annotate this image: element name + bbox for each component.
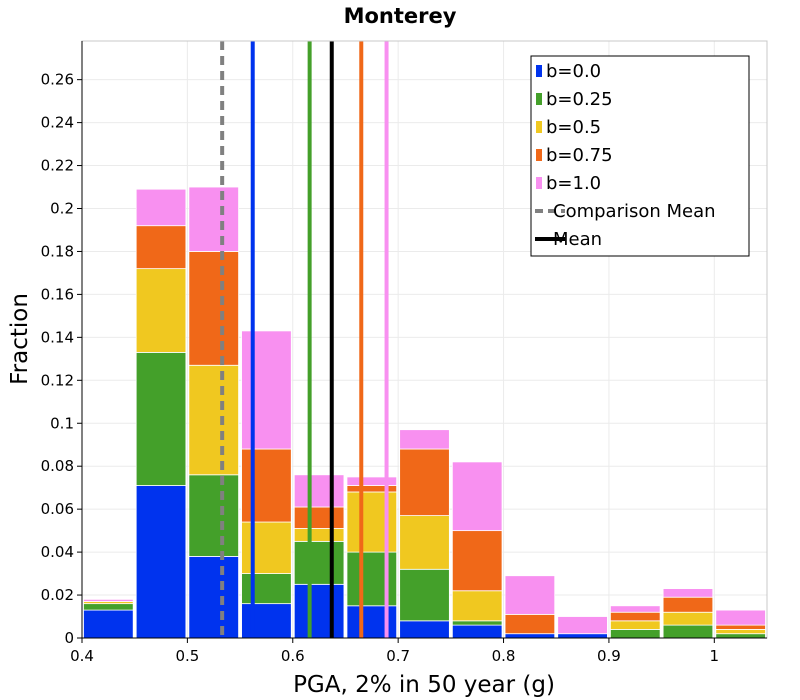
bar-segment [451, 620, 503, 626]
bar-segment [83, 609, 134, 639]
legend: b=0.0 b=0.25 b=0.5 b=0.75 b=1.0 Comparison Me… [530, 55, 750, 257]
bar-segment [241, 603, 292, 639]
bar-segment [135, 268, 187, 353]
y-tick-label: 0.22 [41, 157, 74, 175]
y-tick-label: 0.06 [41, 500, 74, 518]
bar-segment [504, 575, 556, 615]
y-tick-label: 0.02 [41, 586, 74, 604]
bar-segment [451, 624, 503, 639]
x-tick-label: 0.8 [492, 647, 516, 665]
bar-segment [293, 583, 345, 639]
bar-segment [241, 330, 292, 450]
legend-label: b=0.0 [546, 61, 601, 82]
x-tick-label: 0.7 [386, 647, 410, 665]
chart-title: Monterey [344, 4, 457, 28]
bar-segment [241, 448, 292, 523]
legend-swatch [536, 149, 542, 161]
bar-segment [188, 251, 239, 366]
bar-segment [715, 609, 766, 626]
x-tick-label: 0.4 [70, 647, 94, 665]
bar-segment [188, 474, 239, 557]
bar-segment [610, 629, 661, 639]
bar-segment [188, 186, 239, 252]
x-axis-label: PGA, 2% in 50 year (g) [293, 672, 555, 698]
y-tick-label: 0 [64, 629, 74, 647]
legend-swatch [536, 93, 542, 105]
bar-segment [346, 485, 398, 493]
bar-segment [662, 611, 714, 626]
bar-segment [557, 616, 608, 635]
bar-segment [135, 225, 187, 270]
y-tick-label: 0.26 [41, 71, 74, 89]
bar-segment [399, 620, 450, 639]
y-tick-label: 0.1 [50, 414, 74, 432]
y-tick-label: 0.04 [41, 543, 74, 561]
legend-label: b=0.75 [546, 145, 613, 166]
bar-segment [135, 188, 187, 227]
bar-segment [346, 605, 398, 639]
legend-swatch [536, 65, 542, 77]
bar-segment [399, 429, 450, 450]
bar-segment [293, 540, 345, 585]
x-tick-label: 0.5 [175, 647, 199, 665]
legend-label: b=0.5 [546, 117, 601, 138]
bar-segment [399, 515, 450, 570]
x-tick-label: 1 [710, 647, 720, 665]
legend-label: Mean [553, 229, 602, 250]
legend-swatch [536, 121, 542, 133]
bar-segment [662, 596, 714, 613]
bar-segment [715, 633, 766, 639]
bar-segment [504, 613, 556, 635]
bar-segment [610, 605, 661, 613]
bar-segment [399, 448, 450, 516]
bar-segment [293, 474, 345, 508]
legend-swatch [536, 177, 542, 189]
axis-ticks: 0 0.02 0.04 0.06 0.08 0.1 0.12 0.14 0.16 0.18 0.2 0… [41, 71, 719, 665]
x-tick-label: 0.6 [281, 647, 305, 665]
bar-segment [557, 633, 608, 639]
y-tick-label: 0.14 [41, 328, 74, 346]
bar-segment [346, 476, 398, 486]
legend-label: Comparison Mean [553, 201, 716, 222]
y-tick-label: 0.24 [41, 114, 74, 132]
bar-segment [188, 555, 239, 639]
bar-segment [346, 551, 398, 607]
bar-segment [451, 461, 503, 532]
bar-segment [451, 530, 503, 592]
bar-segment [293, 528, 345, 542]
legend-label: b=0.25 [546, 89, 613, 110]
bar-segment [135, 485, 187, 639]
bar-segment [241, 573, 292, 605]
y-tick-label: 0.08 [41, 457, 74, 475]
bar-segment [399, 568, 450, 622]
y-tick-label: 0.16 [41, 285, 74, 303]
bar-segment [188, 364, 239, 476]
y-tick-label: 0.2 [50, 200, 74, 218]
bar-segment [241, 521, 292, 574]
legend-box [530, 55, 750, 257]
bar-segment [662, 588, 714, 598]
bar-segment [293, 506, 345, 529]
bar-segment [715, 624, 766, 630]
x-tick-label: 0.9 [597, 647, 621, 665]
bar-segment [83, 603, 134, 611]
bar-segment [451, 590, 503, 622]
bar-segment [662, 624, 714, 639]
bar-segment [610, 620, 661, 630]
bar-segment [135, 351, 187, 486]
bar-segment [83, 598, 134, 602]
y-tick-label: 0.12 [41, 371, 74, 389]
legend-label: b=1.0 [546, 173, 601, 194]
mean-lines [220, 41, 389, 638]
y-axis-label: Fraction [7, 293, 33, 385]
bar-segment [346, 491, 398, 553]
bar-segment [715, 629, 766, 635]
bar-segment [504, 633, 556, 639]
y-tick-label: 0.18 [41, 242, 74, 260]
bar-segment [610, 611, 661, 622]
